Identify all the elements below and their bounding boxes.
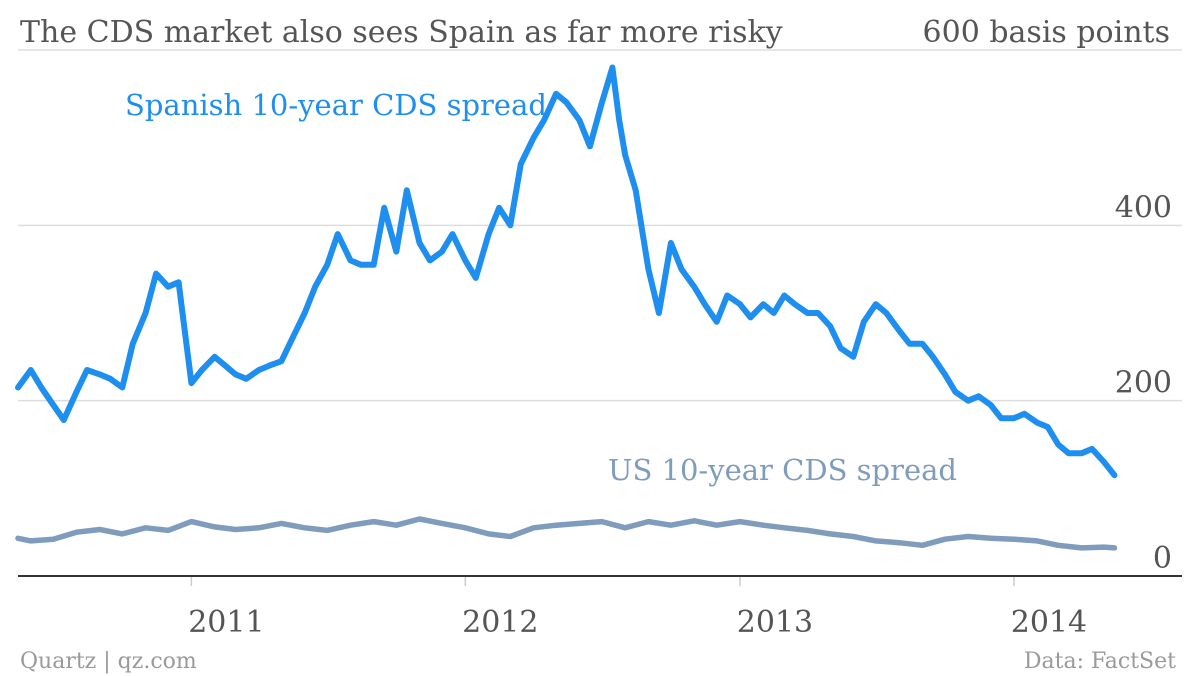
- y-axis-tick-labels: 0 200 400: [1115, 190, 1172, 576]
- footer-source-right: Data: FactSet: [1024, 649, 1176, 674]
- series-lines: [15, 64, 1118, 551]
- y-axis-unit-label: 600 basis points: [923, 15, 1170, 50]
- x-tick-label-2013: 2013: [737, 605, 813, 640]
- series-label-us: US 10-year CDS spread: [608, 453, 957, 487]
- y-tick-label-0: 0: [1153, 541, 1172, 576]
- x-tick-label-2014: 2014: [1011, 605, 1087, 640]
- series-label-spain: Spanish 10-year CDS spread: [125, 88, 547, 122]
- y-tick-label-400: 400: [1115, 190, 1172, 225]
- chart-title: The CDS market also sees Spain as far mo…: [20, 15, 783, 50]
- series-line-us: [15, 516, 1118, 551]
- y-tick-label-200: 200: [1115, 366, 1172, 401]
- footer-source-left: Quartz | qz.com: [20, 649, 197, 674]
- x-axis-ticks: 2011 2012 2013 2014: [188, 576, 1087, 640]
- x-tick-label-2012: 2012: [462, 605, 538, 640]
- x-tick-label-2011: 2011: [188, 605, 264, 640]
- series-line-spain: [15, 64, 1118, 479]
